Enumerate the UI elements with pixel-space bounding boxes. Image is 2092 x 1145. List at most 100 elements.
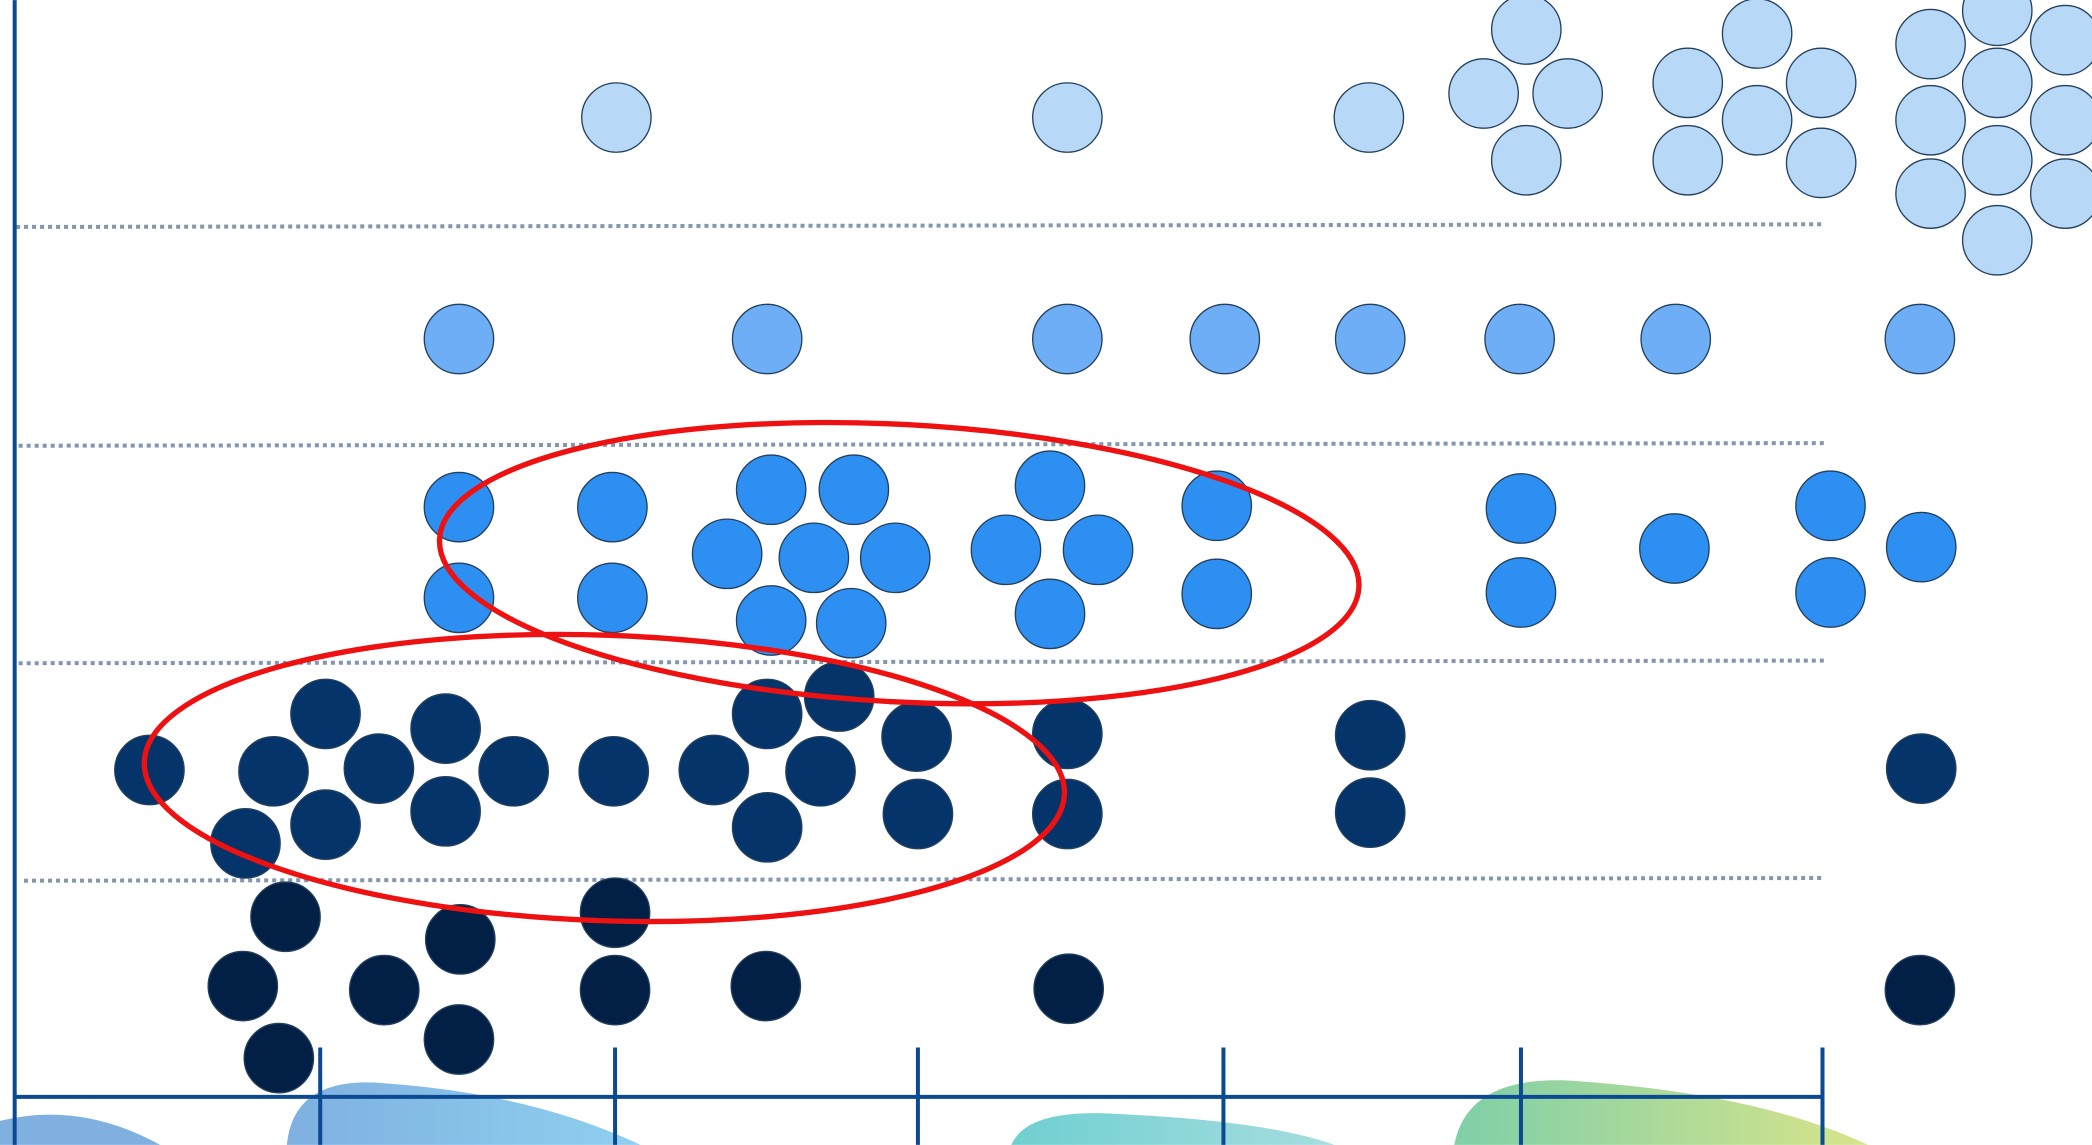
dot [478,735,550,807]
dot [1031,303,1103,375]
dot [581,82,652,153]
dot [678,734,750,806]
dot [691,518,763,590]
dot [1884,303,1956,375]
dot [1721,84,1793,156]
dot [1333,82,1405,153]
dot [1014,450,1086,522]
dot [859,522,931,594]
dot [1785,47,1857,119]
dot [1785,127,1857,199]
dot [1885,511,1957,583]
dot [1895,8,1966,80]
dot [1334,303,1406,375]
dot [1033,953,1105,1025]
dot [1640,303,1712,375]
background-shape [1454,1080,1868,1145]
dot [1532,58,1604,129]
grid-line [18,658,1826,666]
dot [1031,82,1103,153]
dot [785,735,856,807]
dot [731,303,803,375]
axes [12,0,1825,1145]
dot [730,950,802,1022]
dot [818,454,890,526]
dot [1490,124,1562,196]
dot [1639,513,1710,584]
dot [578,735,650,807]
dot [238,735,309,807]
dot [1062,514,1134,586]
dot [1485,473,1557,544]
dot [423,562,495,634]
dot [881,701,952,772]
dot [1334,777,1406,849]
background-shape [286,1082,641,1145]
dot [735,585,807,656]
background-shape [0,1114,161,1145]
dot [1721,0,1793,69]
dot [731,791,803,863]
grid-line [18,441,1826,448]
dot [579,954,651,1026]
dot [1895,84,1966,156]
dot [1961,124,2033,196]
dot [424,904,496,975]
dot [1961,204,2033,276]
dot [882,778,954,850]
dot [577,471,648,543]
dot [2029,84,2092,156]
dot [1884,954,1956,1026]
dot [2029,4,2092,76]
grid-line [24,876,1822,883]
dot [1885,733,1957,804]
dot [1895,158,1966,229]
dot [290,678,361,750]
dot [1485,557,1557,628]
dot [2029,158,2092,229]
dot [1031,698,1103,770]
highlight-ellipse [436,419,1362,707]
grid-line [16,222,1822,229]
dot [815,587,887,659]
dot [1334,699,1406,771]
highlight-ellipse [141,631,1068,925]
dot [243,1022,315,1094]
dot [1014,578,1086,650]
dot [1961,0,2033,47]
highlights [141,419,1362,925]
dot [1189,303,1261,375]
dot [343,733,415,804]
dot [577,562,648,634]
dot [1484,303,1555,375]
dot [1181,558,1253,630]
dot [1652,124,1724,196]
dot [114,734,185,806]
dot [1448,58,1519,129]
dot [348,954,420,1026]
dot [1490,0,1562,65]
dot [778,522,850,594]
dot [250,881,321,953]
dot [423,1004,495,1075]
background-shape [1011,1113,1335,1145]
dot [1795,470,1866,542]
dot [423,303,495,375]
dot [1795,557,1866,628]
dot [410,775,481,847]
dots [114,0,2092,1094]
dot [731,678,803,750]
dot [207,950,279,1022]
dot [410,693,481,764]
dot [290,789,361,861]
ticks [318,1047,1825,1145]
dot [970,514,1042,586]
dot [1652,47,1724,119]
dot [1961,47,2033,119]
dot [1181,470,1253,542]
dot [579,877,651,949]
dot [735,454,807,526]
